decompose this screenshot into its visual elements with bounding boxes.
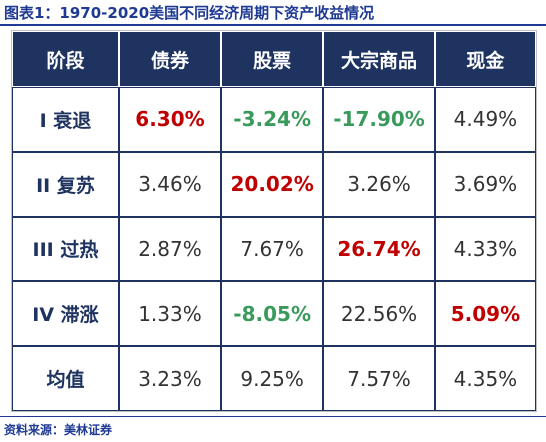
table-cell: -17.90% [323,87,435,152]
returns-table-container: 阶段 债券 股票 大宗商品 现金 I 衰退 6.30% -3.24% -17.9… [11,30,537,412]
row-label: 均值 [12,346,119,411]
row-label: III 过热 [12,216,119,282]
table-cell: 3.23% [118,346,222,411]
table-cell: -3.24% [221,87,324,152]
table-row: I 衰退 6.30% -3.24% -17.90% 4.49% [12,87,536,152]
header-stage: 阶段 [12,31,119,87]
table-cell: 9.25% [221,346,324,411]
table-cell: 4.35% [434,346,536,411]
table-cell: 5.09% [434,281,536,347]
table-cell: 22.56% [323,281,435,347]
table-row: IV 滞涨 1.33% -8.05% 22.56% 5.09% [12,281,536,347]
row-label: II 复苏 [12,151,119,217]
table-cell: 7.57% [323,346,435,411]
returns-table: 阶段 债券 股票 大宗商品 现金 I 衰退 6.30% -3.24% -17.9… [12,31,536,411]
table-cell: 26.74% [323,216,435,282]
header-stocks: 股票 [221,31,324,87]
table-cell: 3.26% [323,151,435,217]
table-cell: 3.46% [118,151,222,217]
table-cell: 1.33% [118,281,222,347]
source-divider [0,416,546,417]
table-cell: 4.33% [434,216,536,282]
header-row: 阶段 债券 股票 大宗商品 现金 [12,31,536,87]
header-commodities: 大宗商品 [323,31,435,87]
table-cell: 4.49% [434,87,536,152]
table-row: III 过热 2.87% 7.67% 26.74% 4.33% [12,216,536,282]
table-cell: 20.02% [221,151,324,217]
table-row: 均值 3.23% 9.25% 7.57% 4.35% [12,346,536,411]
table-cell: 2.87% [118,216,222,282]
table-cell: 6.30% [118,87,222,152]
header-cash: 现金 [434,31,536,87]
header-bonds: 债券 [118,31,222,87]
table-cell: 3.69% [434,151,536,217]
row-label: I 衰退 [12,87,119,152]
source-note: 资料来源：美林证券 [4,423,113,437]
table-row: II 复苏 3.46% 20.02% 3.26% 3.69% [12,151,536,217]
table-cell: -8.05% [221,281,324,347]
title-divider [0,24,546,26]
row-label: IV 滞涨 [12,281,119,347]
table-cell: 7.67% [221,216,324,282]
figure-title: 图表1：1970-2020美国不同经济周期下资产收益情况 [4,4,375,22]
